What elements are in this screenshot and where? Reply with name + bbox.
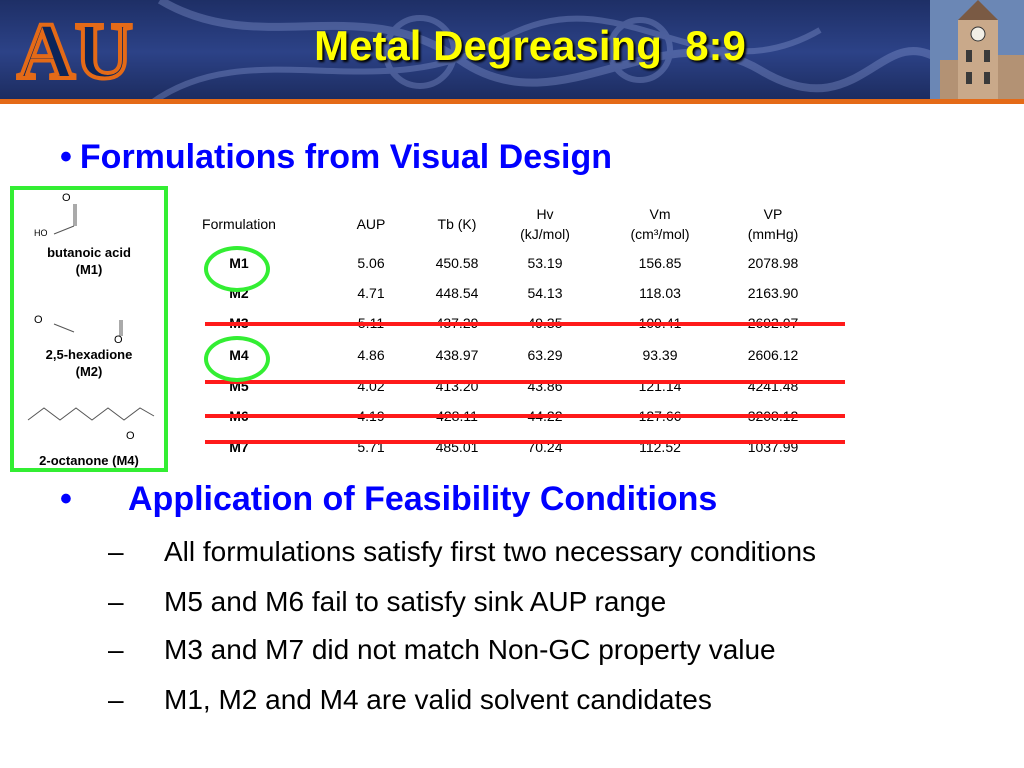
banner-stripe — [0, 99, 1024, 104]
highlight-circle-m1 — [204, 246, 270, 292]
atom-o: O — [62, 192, 71, 204]
atom-o: O — [34, 314, 43, 326]
bullet-text: Application of Feasibility Conditions — [128, 480, 718, 518]
bullet-marker: • — [60, 480, 72, 518]
table-cell: 2078.98 — [747, 255, 799, 271]
table-cell: 54.13 — [527, 285, 563, 301]
table-cell: 118.03 — [639, 285, 681, 301]
sub-bullet: – M1, M2 and M4 are valid solvent candida… — [108, 684, 712, 715]
table-cell: 450.58 — [435, 255, 479, 271]
highlight-circle-m4 — [204, 336, 270, 382]
table-cell: 2163.90 — [747, 285, 799, 301]
bullet-marker: • — [60, 138, 72, 176]
table-cell: 63.29 — [527, 347, 563, 363]
banner-pattern — [148, 0, 943, 104]
slide-title: Metal Degreasing 8:9 — [314, 22, 746, 69]
table-cell: 4.86 — [357, 347, 385, 363]
column-header: Vm (cm³/mol) — [630, 206, 690, 242]
column-header: VP (mmHg) — [747, 206, 799, 242]
molecule-drawings — [27, 204, 155, 421]
header-banner: AU Metal Degreasing 8:9 — [0, 0, 1024, 104]
table-cell: 448.54 — [435, 285, 479, 301]
molecule-label-m1: butanoic acid (M1) — [47, 245, 131, 277]
strike-line-m7 — [205, 440, 845, 444]
column-header: Formulation — [202, 216, 276, 232]
strike-line-m3 — [205, 322, 845, 326]
column-header: Tb (K) — [437, 216, 477, 232]
column-header: AUP — [356, 216, 386, 232]
atom-o: O — [126, 430, 135, 442]
sub-bullet: – M5 and M6 fail to satisfy sink AUP rang… — [108, 586, 667, 617]
molecule-label-m2: 2,5-hexadione (M2) — [45, 347, 133, 379]
sub-bullet: – All formulations satisfy first two nece… — [108, 536, 817, 567]
clock-tower-icon — [930, 0, 1024, 99]
molecule-label-m4: 2-octanone (M4) — [39, 453, 139, 468]
strike-line-m6 — [205, 414, 845, 418]
molecule-structures-box: O HO butanoic acid (M1) O O 2,5-hexadion… — [10, 186, 168, 472]
atom-ho: HO — [34, 228, 48, 238]
strike-line-m5 — [205, 380, 845, 384]
svg-text:AU: AU — [17, 8, 133, 96]
bullet-text: Formulations from Visual Design — [79, 138, 613, 176]
bullet-feasibility: • Application of Feasibility Conditions — [60, 480, 717, 519]
table-cell: 438.97 — [435, 347, 479, 363]
table-cell: 4.71 — [357, 285, 385, 301]
sub-bullet: – M3 and M7 did not match Non-GC property… — [108, 634, 776, 665]
table-cell: 156.85 — [638, 255, 682, 271]
table-cell: 93.39 — [642, 347, 678, 363]
column-header: Hv (kJ/mol) — [520, 206, 570, 242]
atom-o: O — [114, 334, 123, 346]
table-cell: 5.06 — [357, 255, 385, 271]
table-cell: 53.19 — [527, 255, 563, 271]
table-cell: 2606.12 — [747, 347, 799, 363]
bullet-formulations: • Formulations from Visual Design — [60, 138, 612, 177]
auburn-logo: AU — [15, 6, 135, 96]
